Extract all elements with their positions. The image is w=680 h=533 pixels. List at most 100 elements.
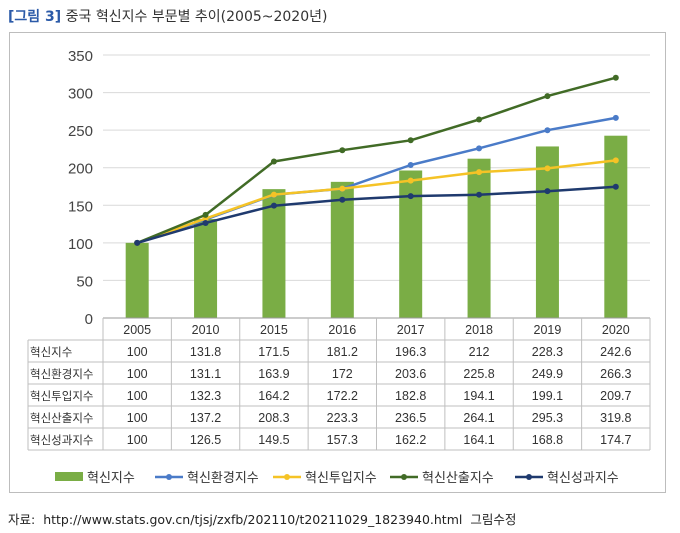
bar	[330, 181, 354, 318]
data-label: 132.3	[190, 389, 221, 403]
data-label: 194.1	[463, 389, 494, 403]
data-label: 126.5	[190, 433, 221, 447]
y-tick-label: 300	[68, 86, 93, 103]
x-tick-label: 2010	[192, 323, 220, 337]
data-point	[612, 183, 619, 190]
legend-label: 혁신성과지수	[547, 471, 619, 486]
data-label: 163.9	[258, 367, 289, 381]
bar	[399, 170, 423, 318]
x-tick-label: 2019	[534, 323, 562, 337]
data-label: 149.5	[258, 433, 289, 447]
data-point	[544, 165, 551, 172]
source-line: 자료: http://www.stats.gov.cn/tjsj/zxfb/20…	[8, 509, 520, 528]
data-point	[544, 188, 551, 195]
data-point	[476, 145, 483, 152]
data-point	[339, 196, 346, 203]
table-row-label: 혁신투입지수	[30, 389, 93, 403]
data-point	[407, 162, 414, 169]
x-tick-label: 2005	[123, 323, 151, 337]
series-line	[136, 76, 617, 245]
x-tick-label: 2020	[602, 323, 630, 337]
figure-title: [그림 3] 중국 혁신지수 부문별 추이(2005~2020년)	[8, 6, 327, 26]
data-point	[134, 239, 141, 246]
data-label: 203.6	[395, 367, 426, 381]
data-point	[407, 193, 414, 200]
data-label: 137.2	[190, 411, 221, 425]
series-line	[136, 159, 616, 245]
data-point	[612, 114, 619, 121]
data-label: 164.2	[258, 389, 289, 403]
data-point	[339, 147, 346, 154]
figure-title-text: 중국 혁신지수 부문별 추이(2005~2020년)	[65, 9, 328, 25]
data-label: 212	[469, 345, 490, 359]
data-label: 162.2	[395, 433, 426, 447]
data-label: 209.7	[600, 389, 631, 403]
data-label: 182.8	[395, 389, 426, 403]
data-label: 172	[332, 367, 353, 381]
data-label: 174.7	[600, 433, 631, 447]
data-label: 131.8	[190, 345, 221, 359]
data-point	[476, 169, 483, 176]
data-label: 208.3	[258, 411, 289, 425]
data-label: 199.1	[532, 389, 563, 403]
legend-marker	[401, 474, 407, 480]
data-label: 249.9	[532, 367, 563, 381]
y-tick-label: 150	[68, 198, 93, 215]
data-label: 100	[127, 433, 148, 447]
chart-frame	[9, 32, 666, 493]
table-row-label: 혁신지수	[30, 345, 72, 359]
bar	[467, 158, 491, 318]
table-row-label: 혁신환경지수	[30, 367, 93, 381]
legend-marker	[526, 474, 532, 480]
data-point	[407, 137, 414, 144]
legend-label: 혁신지수	[87, 471, 135, 486]
data-point	[270, 191, 277, 198]
y-tick-label: 0	[85, 311, 93, 328]
legend-label: 혁신환경지수	[187, 471, 259, 486]
table-row-label: 혁신성과지수	[30, 433, 93, 447]
data-label: 131.1	[190, 367, 221, 381]
legend-marker	[284, 474, 290, 480]
legend-swatch	[55, 472, 83, 481]
data-label: 100	[127, 367, 148, 381]
source-label: 자료:	[8, 512, 36, 527]
data-point	[612, 74, 619, 81]
data-label: 295.3	[532, 411, 563, 425]
data-point	[407, 177, 414, 184]
legend-marker	[166, 474, 172, 480]
data-point	[476, 191, 483, 198]
data-label: 172.2	[327, 389, 358, 403]
figure-tag: [그림 3]	[8, 9, 62, 25]
data-label: 171.5	[258, 345, 289, 359]
bar	[194, 218, 218, 318]
x-tick-label: 2017	[397, 323, 425, 337]
data-label: 100	[127, 345, 148, 359]
x-tick-label: 2015	[260, 323, 288, 337]
x-tick-label: 2018	[465, 323, 493, 337]
data-label: 266.3	[600, 367, 631, 381]
y-tick-label: 50	[76, 273, 93, 290]
data-point	[544, 93, 551, 100]
data-label: 264.1	[463, 411, 494, 425]
data-label: 242.6	[600, 345, 631, 359]
data-point	[202, 211, 209, 218]
data-label: 100	[127, 411, 148, 425]
x-tick-label: 2016	[328, 323, 356, 337]
data-label: 181.2	[327, 345, 358, 359]
data-point	[202, 219, 209, 226]
legend-label: 혁신투입지수	[305, 471, 377, 486]
data-label: 236.5	[395, 411, 426, 425]
data-point	[544, 127, 551, 134]
data-point	[270, 158, 277, 165]
data-point	[270, 202, 277, 209]
data-label: 196.3	[395, 345, 426, 359]
data-label: 157.3	[327, 433, 358, 447]
data-point	[339, 185, 346, 192]
data-point	[476, 116, 483, 123]
data-label: 100	[127, 389, 148, 403]
y-tick-label: 250	[68, 123, 93, 140]
legend-label: 혁신산출지수	[422, 471, 494, 486]
bar	[262, 189, 286, 318]
source-url[interactable]: http://www.stats.gov.cn/tjsj/zxfb/202110…	[43, 512, 463, 527]
